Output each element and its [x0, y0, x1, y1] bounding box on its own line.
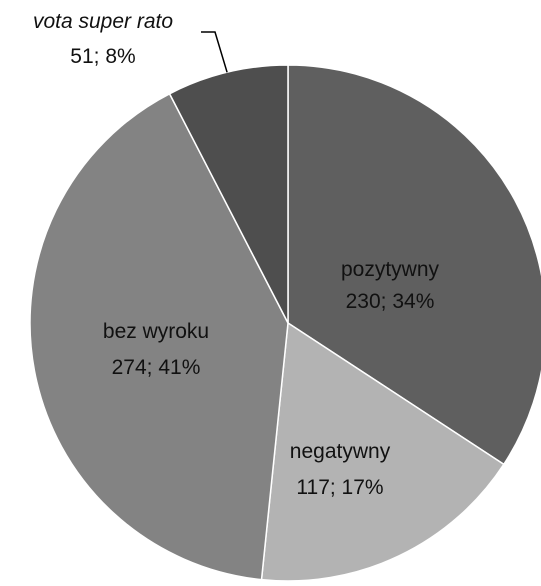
labels-layer: pozytywny 230; 34% negatywny 117; 17% bez wy… — [33, 10, 440, 499]
slices-layer — [29, 64, 541, 582]
leader-line-layer — [201, 31, 228, 73]
slice-category-label: pozytywny — [341, 258, 440, 281]
pie-slice-pozytywny — [287, 64, 541, 466]
slice-value-label: 117; 17% — [296, 476, 383, 499]
slice-category-label: vota super rato — [33, 10, 173, 33]
slice-label-bez-wyroku: bez wyroku 274; 41% — [103, 320, 209, 379]
pie-slice-bez-wyroku — [29, 92, 289, 581]
slice-category-label: negatywny — [290, 440, 391, 463]
slice-label-pozytywny: pozytywny 230; 34% — [341, 258, 440, 313]
leader-line-vota-super-rato — [201, 31, 228, 73]
slice-label-negatywny: negatywny 117; 17% — [290, 440, 391, 499]
slice-value-label: 51; 8% — [70, 45, 135, 68]
slice-label-vota-super-rato: vota super rato 51; 8% — [33, 10, 173, 68]
slice-value-label: 230; 34% — [346, 290, 435, 313]
slice-value-label: 274; 41% — [112, 356, 201, 379]
slice-category-label: bez wyroku — [103, 320, 209, 343]
